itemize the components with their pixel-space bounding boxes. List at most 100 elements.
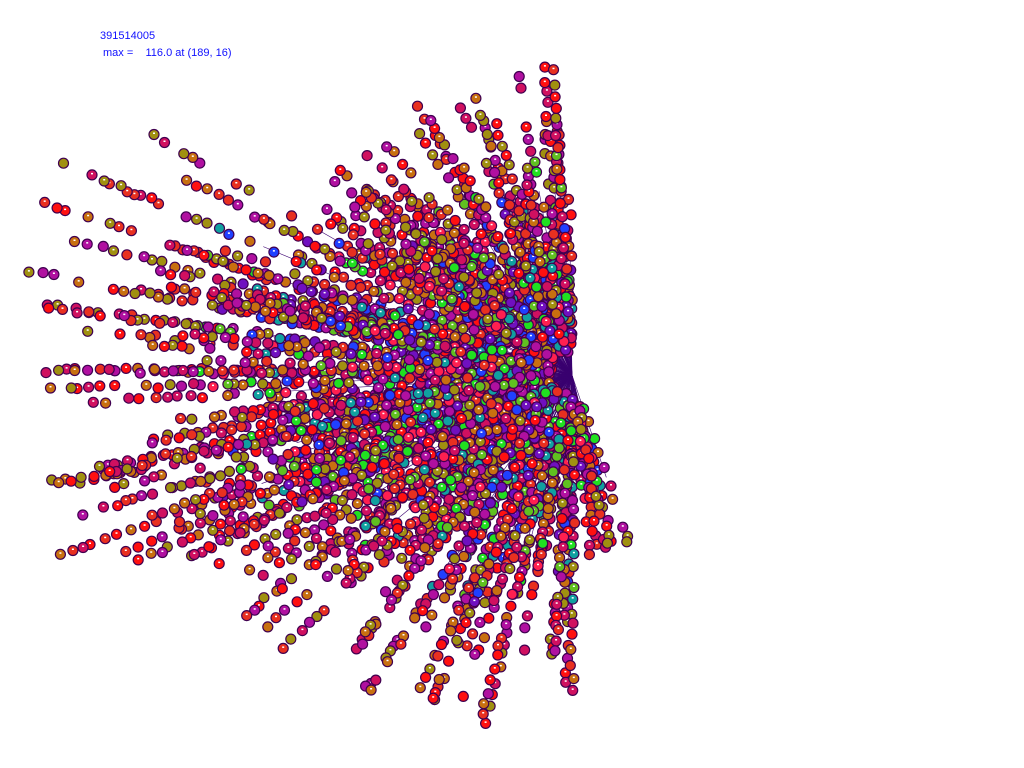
hit-marker-highlight [262,217,265,219]
hit-marker [379,266,391,278]
hit-marker-highlight [143,524,146,526]
hit-marker-highlight [143,254,146,257]
hit-marker [482,688,494,700]
hit-marker-highlight [552,336,555,339]
hit-marker [258,213,270,225]
hit-marker-highlight [452,620,454,622]
hit-marker [196,392,208,404]
hit-marker [506,255,518,267]
hit-marker [513,267,525,279]
hit-marker-highlight [445,157,448,159]
hit-marker [156,546,168,559]
hit-marker [392,190,404,203]
hit-marker-highlight [315,310,318,312]
hit-marker-highlight [366,283,369,285]
hit-marker-highlight [466,643,469,646]
hit-marker-highlight [505,622,508,625]
hit-marker-highlight [585,519,588,522]
hit-marker-highlight [64,208,67,211]
hit-marker-highlight [497,165,500,168]
hit-marker-highlight [480,232,483,234]
hit-marker-highlight [140,288,143,290]
hit-marker [500,618,512,631]
hit-marker-highlight [171,320,174,322]
hit-marker [234,479,246,491]
hit-marker [411,100,424,112]
hit-marker [606,493,619,505]
hit-marker-highlight [310,261,313,263]
hit-marker-highlight [530,232,533,235]
hit-marker [447,573,459,585]
hit-marker-highlight [526,256,529,258]
hit-marker-highlight [523,489,526,491]
hit-marker [179,497,191,509]
hit-marker-highlight [361,269,364,271]
hit-marker [567,503,580,515]
hit-marker-highlight [595,479,598,481]
hit-marker-highlight [301,460,303,462]
hit-marker [252,389,264,401]
hit-marker-highlight [236,202,239,205]
hit-marker-highlight [389,648,392,651]
hit-marker-highlight [462,502,465,504]
hit-marker [118,310,130,322]
hit-marker-highlight [409,170,412,173]
hit-marker-highlight [333,179,336,182]
hit-marker [97,240,109,252]
hit-marker-highlight [112,287,115,289]
hit-marker-highlight [610,484,612,486]
hit-marker-highlight [479,349,482,351]
hit-marker-highlight [236,254,239,256]
hit-marker-highlight [498,191,501,193]
hit-marker-highlight [379,407,382,410]
hit-marker [493,187,505,199]
hit-marker-highlight [139,371,142,373]
hit-marker-highlight [489,545,492,547]
hit-marker-highlight [441,300,444,303]
hit-marker-highlight [346,244,349,246]
hit-marker-highlight [572,564,575,567]
hit-marker [493,177,505,189]
hit-marker-highlight [199,521,202,523]
hit-marker-highlight [324,342,327,345]
hit-marker [156,255,168,267]
hit-marker [433,132,445,144]
hit-marker-highlight [305,592,308,595]
hit-marker-highlight [429,118,432,120]
hit-marker-highlight [529,297,532,300]
hit-marker-highlight [183,501,186,503]
hit-marker-highlight [463,166,466,168]
hit-marker [539,76,551,89]
hit-marker-highlight [493,480,496,482]
hit-marker-highlight [522,281,525,283]
hit-marker-highlight [171,343,174,345]
hit-marker-highlight [397,447,400,449]
hit-marker-highlight [354,443,357,445]
hit-marker [291,596,303,608]
hit-marker [540,110,552,123]
hit-marker-highlight [595,542,598,544]
hit-marker [394,255,406,267]
hit-marker-highlight [264,351,267,354]
hit-marker [565,643,577,656]
hit-marker [405,518,417,530]
hit-marker-highlight [393,149,396,152]
hit-marker-highlight [89,542,91,544]
hit-marker-highlight [531,267,534,269]
hit-marker-highlight [572,676,575,679]
hit-marker-highlight [71,548,74,550]
hit-marker-highlight [564,670,567,673]
hit-marker-highlight [600,493,603,496]
hit-marker-highlight [201,550,204,552]
hit-marker-highlight [484,215,487,218]
hit-marker-highlight [194,324,197,326]
hit-marker-highlight [506,504,509,506]
hit-marker-highlight [349,576,351,578]
hit-marker-highlight [76,310,79,313]
hit-marker [396,491,409,503]
hit-marker-highlight [309,492,312,495]
hit-marker [464,607,476,619]
hit-marker [469,506,481,518]
hit-marker-highlight [282,488,285,490]
hit-marker [405,167,417,179]
